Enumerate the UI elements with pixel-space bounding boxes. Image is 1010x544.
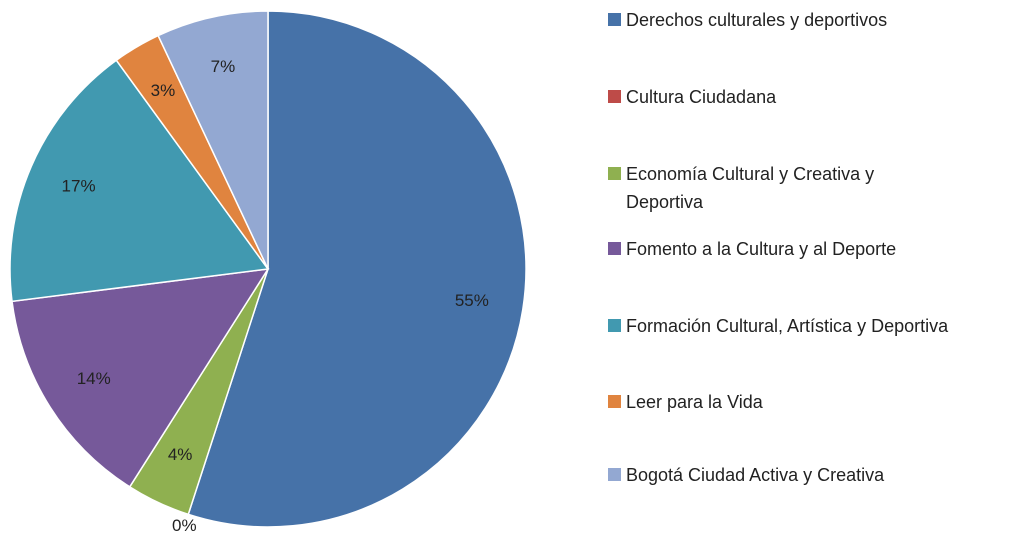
pie-slice bbox=[11, 268, 270, 488]
legend-label: Bogotá Ciudad Activa y Creativa bbox=[626, 465, 885, 485]
data-label: 4% bbox=[168, 445, 193, 464]
data-label: 7% bbox=[211, 57, 236, 76]
legend-label: Derechos culturales y deportivos bbox=[626, 10, 888, 30]
legend-label: Economía Cultural y Creativa y Deportiva bbox=[626, 164, 875, 212]
data-label: 14% bbox=[77, 369, 111, 388]
legend-swatch bbox=[608, 242, 621, 255]
data-label: 0% bbox=[172, 516, 197, 535]
data-label: 55% bbox=[455, 291, 489, 310]
legend-label: Fomento a la Cultura y al Deporte bbox=[626, 239, 897, 259]
legend-swatch bbox=[608, 395, 621, 408]
legend-label: Formación Cultural, Artística y Deportiv… bbox=[626, 316, 949, 336]
pie-slice bbox=[157, 10, 269, 270]
legend-swatch bbox=[608, 13, 621, 26]
legend-label: Cultura Ciudadana bbox=[626, 87, 777, 107]
legend-swatch bbox=[608, 319, 621, 332]
legend-swatch bbox=[608, 90, 621, 103]
pie-slice bbox=[187, 10, 527, 528]
legend-swatch bbox=[608, 468, 621, 481]
pie-slice bbox=[9, 59, 270, 303]
data-label: 17% bbox=[62, 177, 96, 196]
legend-swatch bbox=[608, 167, 621, 180]
data-label: 3% bbox=[151, 81, 176, 100]
legend-label: Leer para la Vida bbox=[626, 392, 763, 412]
